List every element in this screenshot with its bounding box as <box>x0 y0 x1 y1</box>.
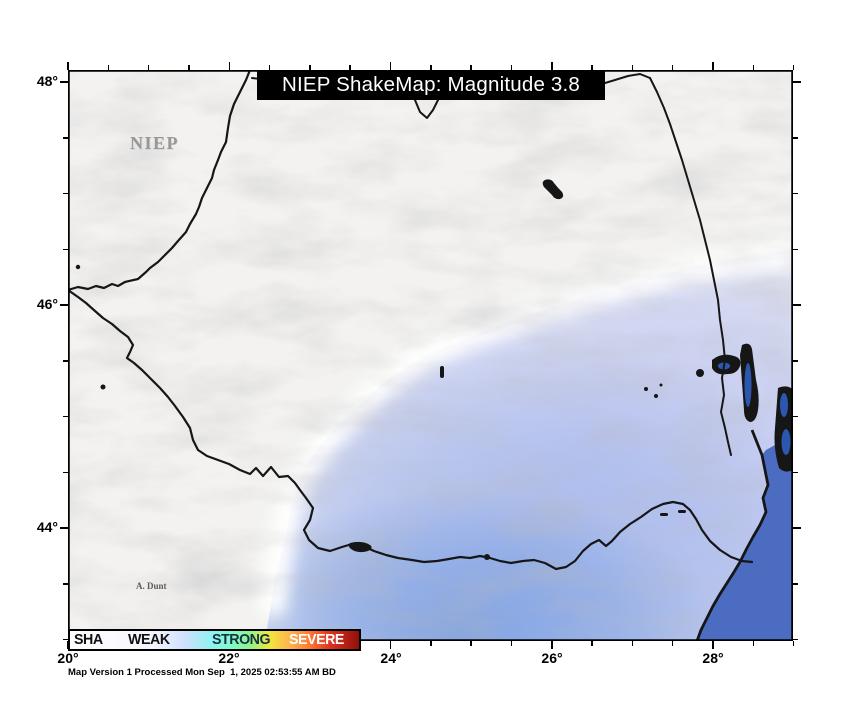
right-tick <box>793 81 801 83</box>
right-tick <box>793 638 798 641</box>
right-tick <box>793 192 798 195</box>
right-tick <box>793 471 798 473</box>
bottom-tick <box>470 641 472 646</box>
lakes <box>75 179 686 560</box>
bottom-tick <box>551 641 553 649</box>
top-tick <box>671 65 674 70</box>
left-tick <box>63 638 68 641</box>
left-tick <box>63 192 68 195</box>
bottom-tick <box>792 641 795 646</box>
coastline <box>695 429 770 641</box>
lon-label: 26° <box>541 650 563 666</box>
top-tick <box>349 65 351 70</box>
left-tick <box>60 527 68 529</box>
bottom-tick <box>510 641 513 646</box>
top-tick <box>551 62 553 70</box>
lon-label: 20° <box>57 650 79 666</box>
top-tick <box>67 62 69 70</box>
lon-label: 24° <box>380 650 402 666</box>
bottom-tick <box>631 641 634 646</box>
lon-label: 28° <box>702 650 724 666</box>
right-tick <box>793 527 801 529</box>
left-tick <box>63 471 68 473</box>
top-tick <box>147 65 150 70</box>
top-tick <box>228 62 230 70</box>
hillshade-texture <box>68 70 793 641</box>
top-tick <box>752 65 755 70</box>
lat-label: 44° <box>36 519 58 535</box>
left-tick <box>63 360 68 362</box>
top-tick <box>591 65 593 70</box>
bottom-tick <box>591 641 593 646</box>
lat-label: 46° <box>36 296 58 312</box>
top-tick <box>107 65 110 70</box>
bottom-tick <box>389 641 392 649</box>
top-tick <box>712 62 714 70</box>
top-tick <box>268 65 271 70</box>
right-tick <box>793 248 798 250</box>
left-tick <box>63 137 68 139</box>
bottom-tick <box>430 641 432 646</box>
lat-label: 48° <box>36 73 58 89</box>
map-annotation: A. Dunt <box>136 581 167 591</box>
right-tick <box>793 583 798 585</box>
bottom-tick <box>712 641 714 649</box>
bottom-tick <box>752 641 755 646</box>
left-tick <box>60 304 68 306</box>
legend-label: SEVERE <box>289 631 344 648</box>
map-title: NIEP ShakeMap: Magnitude 3.8 <box>257 70 605 100</box>
danube-delta <box>644 343 793 472</box>
top-tick <box>430 65 432 70</box>
top-tick <box>309 65 311 70</box>
top-tick <box>631 65 634 70</box>
top-tick <box>792 65 795 70</box>
intensity-legend: SHA WEAK STRONG SEVERE <box>68 629 361 651</box>
map-version-text: Map Version 1 Processed Mon Sep 1, 2025 … <box>68 667 336 678</box>
legend-label: WEAK <box>128 631 170 648</box>
bottom-tick <box>671 641 674 646</box>
top-tick <box>389 62 392 70</box>
left-tick <box>63 415 68 418</box>
right-tick <box>793 415 798 418</box>
top-tick <box>188 65 190 70</box>
right-tick <box>793 137 798 139</box>
niep-watermark: NIEP <box>130 133 180 153</box>
right-tick <box>793 304 801 306</box>
left-tick <box>63 583 68 585</box>
legend-label: STRONG <box>212 631 271 648</box>
left-tick <box>63 248 68 250</box>
legend-label: SHA <box>74 631 103 648</box>
right-tick <box>793 360 798 362</box>
top-tick <box>470 65 472 70</box>
black-sea <box>697 445 793 641</box>
top-tick <box>510 65 513 70</box>
lon-label: 22° <box>218 650 240 666</box>
left-tick <box>60 81 68 83</box>
